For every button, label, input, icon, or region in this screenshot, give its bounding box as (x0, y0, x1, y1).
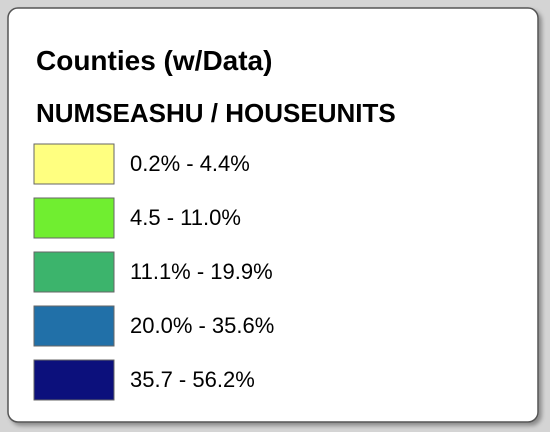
legend-panel (7, 7, 539, 423)
legend-title: Counties (w/Data) (36, 45, 272, 76)
legend-swatch (33, 251, 115, 293)
legend-label: 35.7 - 56.2% (130, 367, 255, 392)
legend-label: 0.2% - 4.4% (130, 151, 250, 176)
legend-swatch (33, 305, 115, 347)
legend-items: 0.2% - 4.4% 4.5 - 11.0% 11.1% - 19.9% 20.0%… (33, 143, 274, 401)
legend-label: 4.5 - 11.0% (130, 205, 241, 230)
legend-label: 11.1% - 19.9% (130, 259, 273, 284)
legend-swatch (33, 143, 115, 185)
legend-subtitle: NUMSEASHU / HOUSEUNITS (36, 98, 396, 128)
legend-label: 20.0% - 35.6% (130, 313, 274, 338)
legend-swatch (33, 197, 115, 239)
legend-swatch (33, 359, 115, 401)
